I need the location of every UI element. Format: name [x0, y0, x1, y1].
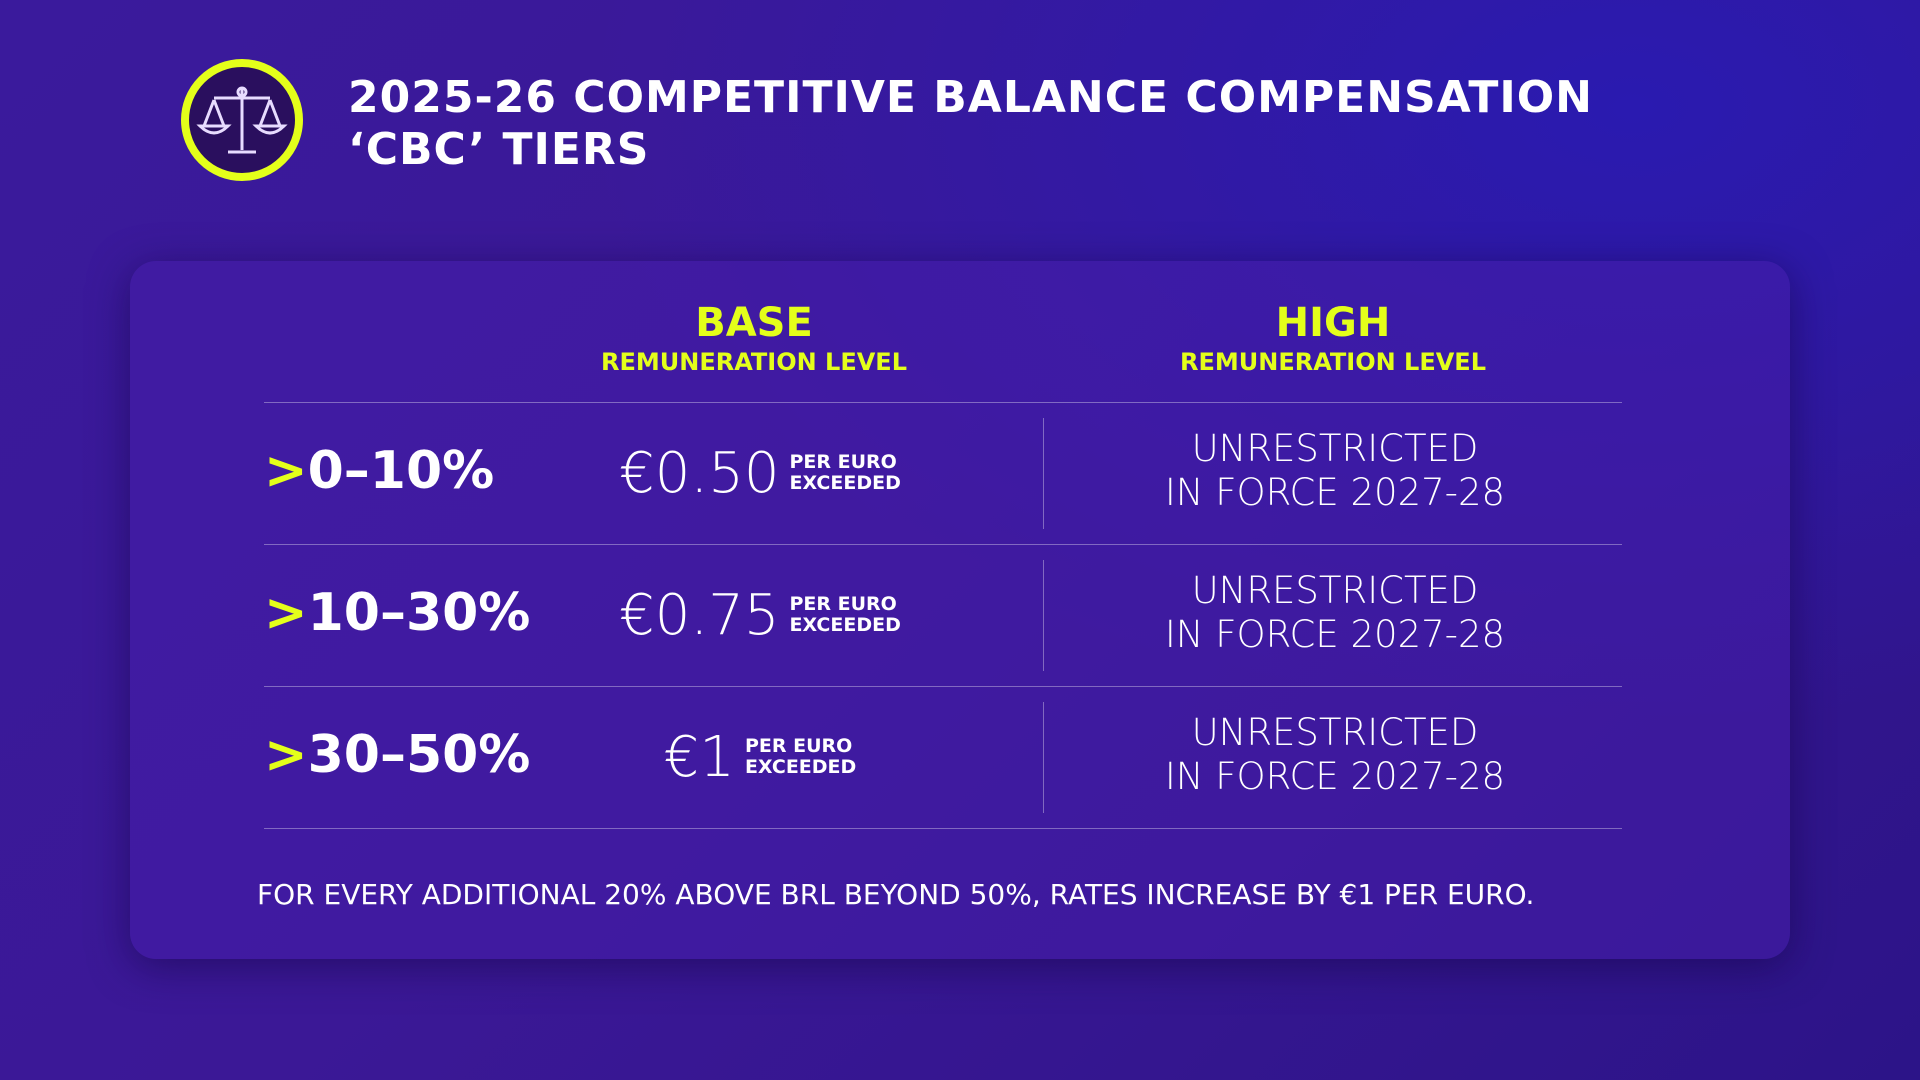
high-line: UNRESTRICTED — [1191, 427, 1479, 470]
high-line: IN FORCE 2027-28 — [1164, 613, 1506, 656]
tier-range: 0–10% — [307, 441, 495, 501]
row-divider — [264, 544, 1622, 545]
high-line: UNRESTRICTED — [1191, 711, 1479, 754]
high-rate: UNRESTRICTED IN FORCE 2027-28 — [1035, 427, 1635, 515]
unit-line: EXCEEDED — [789, 614, 901, 636]
unit-line: EXCEEDED — [744, 756, 857, 778]
tier-prefix: > — [264, 441, 308, 501]
base-amount: €0.75 — [619, 582, 780, 648]
high-rate: UNRESTRICTED IN FORCE 2027-28 — [1035, 569, 1635, 657]
unit-line: PER EURO — [789, 593, 897, 615]
base-amount: €0.50 — [619, 440, 780, 506]
base-amount: €1 — [663, 724, 735, 790]
tier-range: 10–30% — [307, 583, 531, 643]
tier-prefix: > — [264, 583, 308, 643]
unit-line: PER EURO — [744, 735, 853, 757]
row-divider — [264, 686, 1622, 687]
high-rate: UNRESTRICTED IN FORCE 2027-28 — [1035, 711, 1635, 799]
tier-prefix: > — [264, 725, 308, 785]
unit-line: EXCEEDED — [789, 472, 901, 494]
footnote: FOR EVERY ADDITIONAL 20% ABOVE BRL BEYON… — [257, 878, 1535, 911]
high-line: UNRESTRICTED — [1191, 569, 1479, 612]
title-line: 2025-26 COMPETITIVE BALANCE COMPENSATION — [348, 72, 1593, 123]
base-rate: €0.50 PER EURO EXCEEDED — [560, 435, 960, 511]
column-divider — [1043, 702, 1044, 813]
base-rate: €1 PER EURO EXCEEDED — [560, 719, 960, 795]
column-subtitle: REMUNERATION LEVEL — [600, 348, 907, 376]
column-title: BASE — [695, 300, 813, 346]
base-unit: PER EURO EXCEEDED — [789, 452, 900, 494]
row-divider — [264, 828, 1622, 829]
column-subtitle: REMUNERATION LEVEL — [1179, 348, 1486, 376]
tier: >30–50% — [264, 725, 530, 785]
high-line: IN FORCE 2027-28 — [1164, 471, 1506, 514]
scale-icon — [181, 59, 303, 181]
row-divider — [264, 402, 1622, 403]
table-card — [130, 261, 1790, 959]
base-unit: PER EURO EXCEEDED — [789, 594, 900, 636]
tier: >0–10% — [264, 441, 494, 501]
base-rate: €0.75 PER EURO EXCEEDED — [560, 577, 960, 653]
title-line: ‘CBC’ TIERS — [348, 124, 650, 175]
high-line: IN FORCE 2027-28 — [1164, 755, 1506, 798]
tier-range: 30–50% — [307, 725, 531, 785]
column-divider — [1043, 418, 1044, 529]
tier: >10–30% — [264, 583, 530, 643]
base-unit: PER EURO EXCEEDED — [745, 736, 856, 778]
column-divider — [1043, 560, 1044, 671]
unit-line: PER EURO — [789, 451, 897, 473]
column-title: HIGH — [1275, 300, 1391, 346]
